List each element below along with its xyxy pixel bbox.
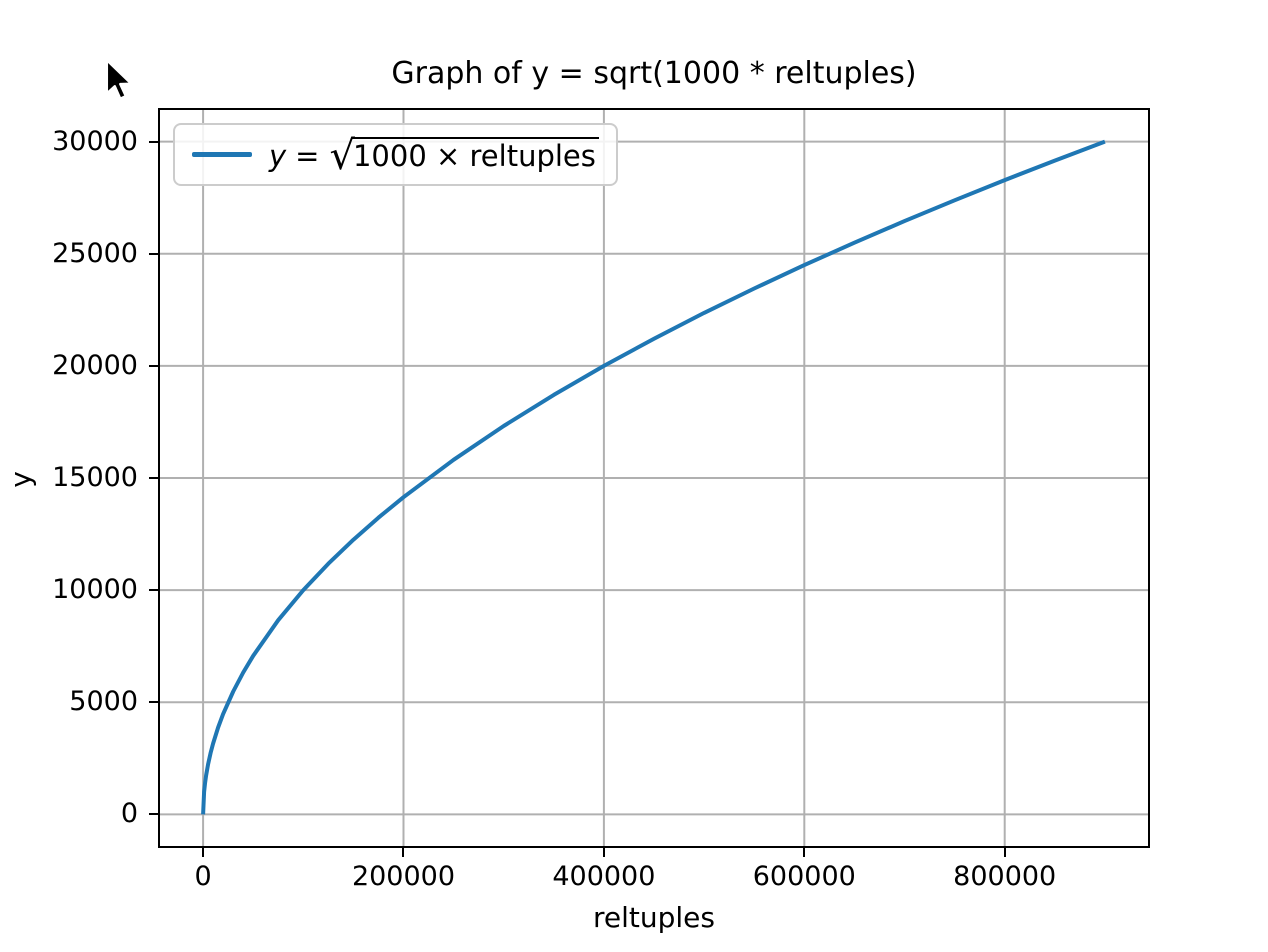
y-tick-label-5: 25000 [52,237,138,269]
y-tick-2 [149,589,158,592]
plot-area-svg [158,108,1150,848]
legend-label: y = √ 1000 × reltuples [269,132,599,179]
chart-title: Graph of y = sqrt(1000 * reltuples) [391,56,917,91]
x-tick-label-1: 200000 [351,861,456,892]
y-tick-6 [149,140,158,143]
series-line [201,139,1106,815]
y-tick-label-0: 0 [120,798,138,830]
y-tick-5 [149,252,158,255]
legend-line-swatch [192,152,252,157]
y-tick-4 [149,364,158,367]
axes-spines [158,108,1150,848]
x-tick-label-3: 600000 [752,861,856,892]
y-tick-label-2: 10000 [52,574,138,606]
x-tick-label-4: 800000 [953,861,1057,892]
legend-label-equals: = [295,138,320,173]
y-tick-label-3: 15000 [52,462,138,493]
axes: y = √ 1000 × reltuples [158,108,1150,848]
y-tick-1 [149,701,158,704]
legend: y = √ 1000 × reltuples [173,123,618,186]
x-axis-label: reltuples [593,901,715,934]
y-tick-label-1: 5000 [69,686,138,718]
y-tick-label-6: 30000 [52,125,138,157]
x-tick-0 [202,848,205,857]
radical-sign-icon: √ [329,132,355,179]
mouse-cursor-icon [105,58,133,100]
y-tick-3 [149,477,158,479]
x-tick-2 [602,848,605,857]
x-tick-label-2: 400000 [552,861,656,892]
legend-label-radicand: 1000 × reltuples [350,136,599,173]
legend-label-lhs: y [269,138,287,173]
y-tick-0 [149,813,158,816]
x-tick-4 [1003,848,1006,857]
x-tick-label-0: 0 [194,861,212,892]
x-tick-1 [402,848,405,857]
x-tick-3 [803,848,806,857]
y-tick-label-4: 20000 [52,349,138,381]
